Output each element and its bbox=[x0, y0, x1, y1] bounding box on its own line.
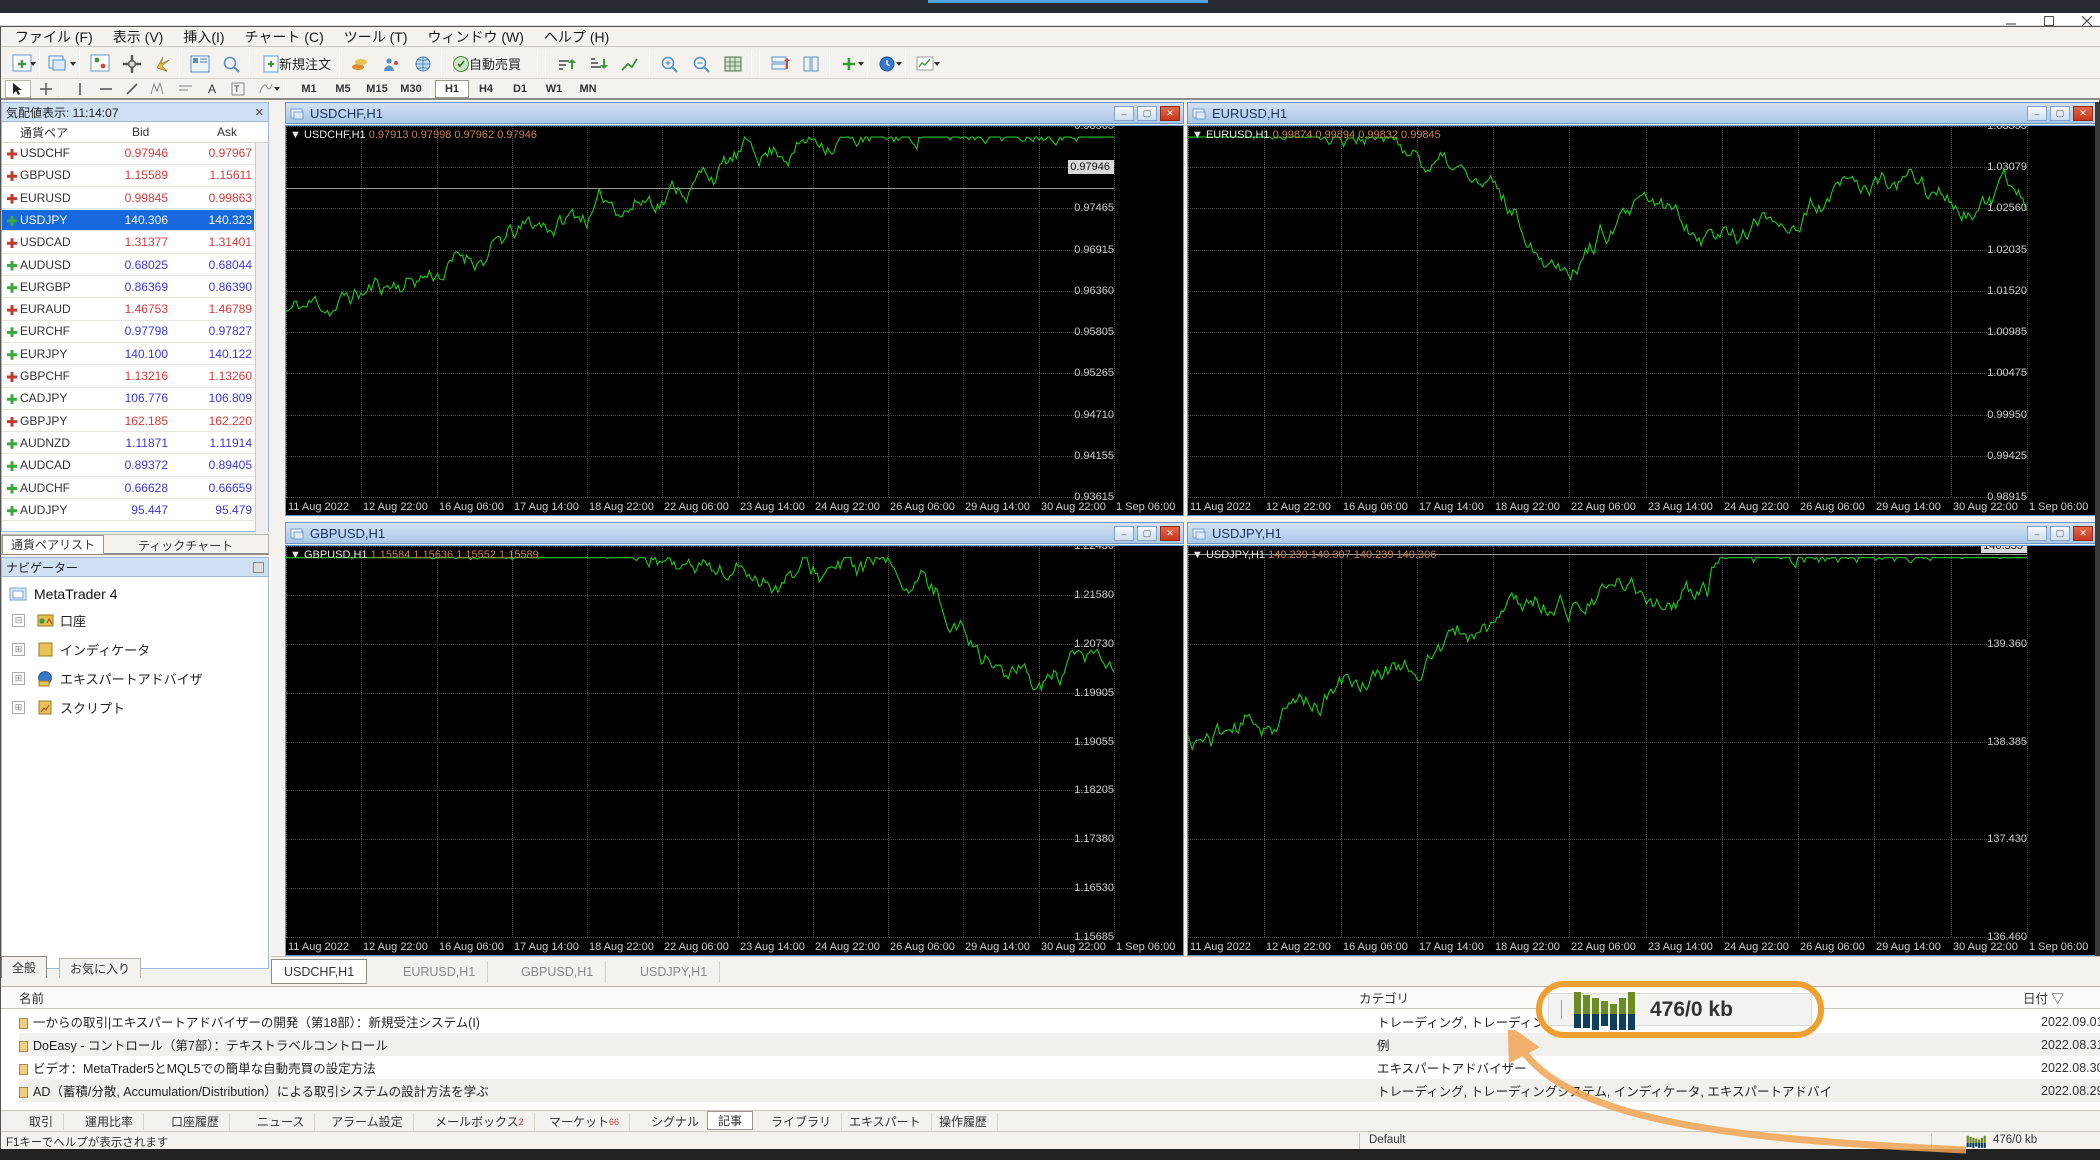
svg-text:T: T bbox=[234, 84, 240, 94]
svg-text:A: A bbox=[208, 82, 216, 96]
